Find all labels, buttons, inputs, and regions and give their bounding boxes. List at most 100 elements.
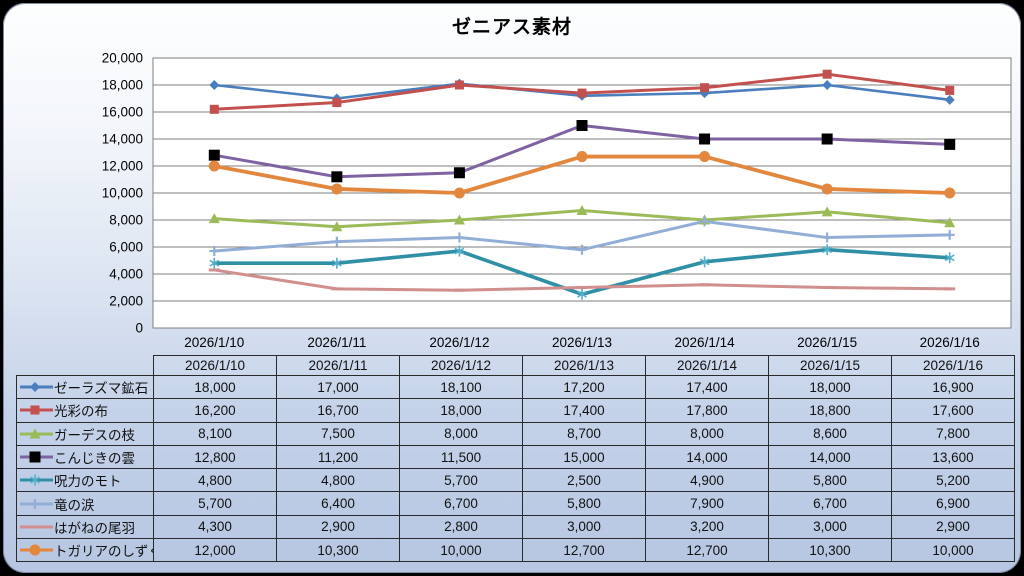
table-cell: 18,000 <box>399 398 523 423</box>
table-cell: 17,400 <box>522 398 646 423</box>
series-label: トガリアのしずく <box>16 538 154 563</box>
series-name: ガーデスの枝 <box>54 427 135 443</box>
table-cell: 3,200 <box>645 514 769 540</box>
table-cell: 16,700 <box>276 398 400 423</box>
table-cell: 11,200 <box>276 444 400 470</box>
svg-text:14,000: 14,000 <box>102 132 143 147</box>
table-cell: 10,300 <box>768 538 892 563</box>
table-row: 呪力のモト 4,800 4,800 5,700 2,500 4,900 5,800 5,200 <box>16 468 1015 493</box>
table-cell: 14,000 <box>768 444 892 470</box>
table-cell: 7,800 <box>891 421 1015 446</box>
table-cell: 12,000 <box>153 538 277 563</box>
svg-text:18,000: 18,000 <box>102 78 143 93</box>
table-cell: 5,700 <box>153 491 277 516</box>
table-cell: 3,000 <box>768 514 892 540</box>
table-header-date: 2026/1/10 <box>153 355 277 376</box>
svg-text:2,000: 2,000 <box>109 294 143 309</box>
chart-title: ゼニアス素材 <box>451 17 572 38</box>
table-row: ガーデスの枝 8,100 7,500 8,000 8,700 8,000 8,600 7,80… <box>16 421 1015 446</box>
svg-text:20,000: 20,000 <box>102 51 143 66</box>
svg-text:2026/1/12: 2026/1/12 <box>429 335 489 350</box>
table-cell: 11,500 <box>399 444 523 470</box>
series-label: 竜の涙 <box>16 491 154 516</box>
data-table: 2026/1/10 2026/1/11 2026/1/12 2026/1/13 2026… <box>16 355 1015 563</box>
legend-key-icon <box>20 405 53 415</box>
svg-text:2026/1/14: 2026/1/14 <box>675 335 736 350</box>
chart-card: ゼニアス素材 0 2,000 4,000 6,000 8,000 10,000 12,000… <box>3 3 1021 573</box>
table-cell: 17,800 <box>645 398 769 423</box>
table-cell: 2,800 <box>399 514 523 540</box>
table-cell: 2,500 <box>522 468 646 493</box>
svg-text:10,000: 10,000 <box>102 186 143 201</box>
table-cell: 8,600 <box>768 421 892 446</box>
table-cell: 7,500 <box>276 421 400 446</box>
table-cell: 18,100 <box>399 374 523 400</box>
table-cell: 16,900 <box>891 374 1015 400</box>
series-name: 呪力のモト <box>54 474 122 490</box>
table-cell: 4,900 <box>645 468 769 493</box>
series-name: はがねの尾羽 <box>54 520 135 536</box>
table-cell: 2,900 <box>276 514 400 540</box>
series-label: 光彩の布 <box>16 398 154 423</box>
legend-key-icon <box>20 382 53 393</box>
legend-key-icon <box>20 451 53 463</box>
table-header-date: 2026/1/11 <box>276 355 400 376</box>
svg-text:2026/1/15: 2026/1/15 <box>797 335 857 350</box>
table-cell: 8,000 <box>645 421 769 446</box>
table-cell: 12,700 <box>522 538 646 563</box>
table-cell: 18,000 <box>768 374 892 400</box>
svg-text:2026/1/16: 2026/1/16 <box>920 335 980 350</box>
table-cell: 17,600 <box>891 398 1015 423</box>
table-cell: 17,200 <box>522 374 646 400</box>
series-name: 光彩の布 <box>54 404 108 420</box>
table-cell: 8,000 <box>399 421 523 446</box>
table-cell: 12,800 <box>153 444 277 470</box>
table-cell: 5,700 <box>399 468 523 493</box>
table-header-date: 2026/1/15 <box>768 355 892 376</box>
table-cell: 18,800 <box>768 398 892 423</box>
table-cell: 18,000 <box>153 374 277 400</box>
table-cell: 6,900 <box>891 491 1015 516</box>
table-cell: 16,200 <box>153 398 277 423</box>
table-cell: 13,600 <box>891 444 1015 470</box>
series-label: はがねの尾羽 <box>16 514 154 540</box>
table-cell: 10,000 <box>891 538 1015 563</box>
table-cell: 4,800 <box>276 468 400 493</box>
svg-text:12,000: 12,000 <box>102 159 143 174</box>
table-header-date: 2026/1/13 <box>522 355 646 376</box>
svg-text:4,000: 4,000 <box>109 267 143 282</box>
svg-text:6,000: 6,000 <box>109 240 143 255</box>
table-cell: 6,700 <box>768 491 892 516</box>
table-cell: 15,000 <box>522 444 646 470</box>
table-row: 竜の涙 5,700 6,400 6,700 5,800 7,900 6,700 6,900 <box>16 491 1015 516</box>
table-cell: 12,700 <box>645 538 769 563</box>
legend-key-icon <box>20 474 53 486</box>
svg-text:2026/1/13: 2026/1/13 <box>552 335 612 350</box>
series-label: こんじきの雲 <box>16 444 154 470</box>
table-header-date: 2026/1/16 <box>891 355 1015 376</box>
table-cell: 4,300 <box>153 514 277 540</box>
table-cell: 7,900 <box>645 491 769 516</box>
table-row: はがねの尾羽 4,300 2,900 2,800 3,000 3,200 3,000 2,90… <box>16 514 1015 540</box>
table-cell: 8,100 <box>153 421 277 446</box>
table-cell: 6,400 <box>276 491 400 516</box>
table-cell: 14,000 <box>645 444 769 470</box>
series-label: ゼーラズマ鉱石 <box>16 374 154 400</box>
table-cell: 6,700 <box>399 491 523 516</box>
table-cell: 17,000 <box>276 374 400 400</box>
table-cell: 8,700 <box>522 421 646 446</box>
table-row: ゼーラズマ鉱石 18,000 17,000 18,100 17,200 17,400 18,… <box>16 374 1015 400</box>
series-label: 呪力のモト <box>16 468 154 493</box>
table-row: こんじきの雲 12,800 11,200 11,500 15,000 14,000 14,0… <box>16 444 1015 470</box>
table-cell: 4,800 <box>153 468 277 493</box>
series-name: 竜の涙 <box>54 497 95 513</box>
legend-key-icon <box>20 498 53 509</box>
table-cell: 3,000 <box>522 514 646 540</box>
table-header-row: 2026/1/10 2026/1/11 2026/1/12 2026/1/13 2026… <box>17 355 1015 376</box>
svg-text:0: 0 <box>135 321 143 336</box>
legend-key-icon <box>20 544 53 556</box>
legend-key-icon <box>20 525 53 529</box>
series-name: ゼーラズマ鉱石 <box>54 381 149 397</box>
table-header-date: 2026/1/12 <box>399 355 523 376</box>
